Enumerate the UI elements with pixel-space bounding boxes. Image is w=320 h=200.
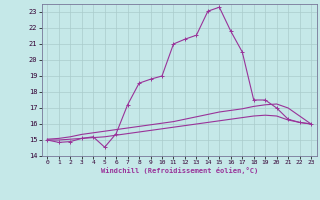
X-axis label: Windchill (Refroidissement éolien,°C): Windchill (Refroidissement éolien,°C) bbox=[100, 167, 258, 174]
